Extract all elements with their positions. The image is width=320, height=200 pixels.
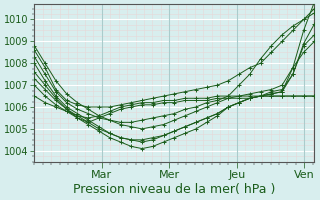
X-axis label: Pression niveau de la mer( hPa ): Pression niveau de la mer( hPa ) bbox=[73, 183, 276, 196]
